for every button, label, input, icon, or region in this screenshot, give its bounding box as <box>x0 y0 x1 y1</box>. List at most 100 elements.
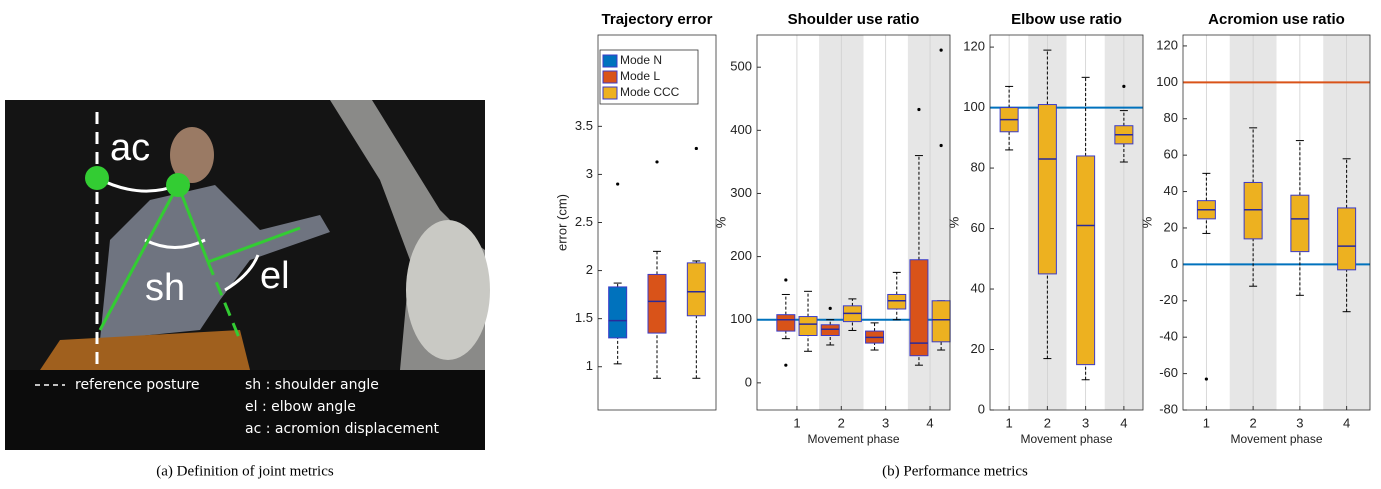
plot-frame <box>989 34 1144 411</box>
x-tick-label: 1 <box>1203 415 1210 430</box>
photo-legend: reference posture <box>75 377 199 393</box>
forearm-line <box>207 226 301 264</box>
y-tick-label: 40 <box>971 280 985 295</box>
y-axis-label: error (cm) <box>554 194 569 251</box>
y-tick-label: 0 <box>1171 256 1178 271</box>
box <box>931 300 951 343</box>
robot-base <box>406 220 490 360</box>
acromion-point <box>166 173 190 197</box>
outlier <box>828 306 832 310</box>
caption: (a) Definition of joint metrics <box>156 463 334 479</box>
photo-legend: sh : shoulder angle <box>245 377 379 393</box>
legend-label: Mode N <box>620 53 662 67</box>
legend-label: Mode L <box>620 69 660 83</box>
y-tick-label: 100 <box>1156 74 1178 89</box>
y-tick-label: 2 <box>586 262 593 277</box>
x-tick-label: 3 <box>882 415 889 430</box>
plot-frame <box>756 34 951 411</box>
outlier <box>939 143 943 148</box>
y-tick-label: 80 <box>971 160 985 175</box>
x-tick-label: 4 <box>1120 415 1127 430</box>
box <box>1037 104 1057 275</box>
box <box>647 273 667 334</box>
photo-legend-band <box>5 370 485 450</box>
x-tick-label: 2 <box>1044 415 1051 430</box>
plot-frame <box>1182 34 1371 411</box>
box <box>887 293 907 310</box>
y-axis-label: % <box>713 216 728 228</box>
box <box>1243 181 1263 240</box>
x-tick-label: 1 <box>1006 415 1013 430</box>
box <box>1337 207 1357 271</box>
box <box>608 286 628 339</box>
x-tick-label: 1 <box>793 415 800 430</box>
outlier <box>939 48 943 52</box>
x-tick-label: 4 <box>926 415 933 430</box>
box <box>820 324 840 337</box>
y-tick-label: 100 <box>963 99 985 114</box>
x-tick-label: 4 <box>1343 415 1350 430</box>
y-tick-label: 60 <box>1164 147 1178 162</box>
y-axis-label: % <box>946 216 961 228</box>
box <box>798 316 818 337</box>
y-tick-label: -80 <box>1159 401 1178 416</box>
outlier <box>1122 84 1126 89</box>
legend-swatch <box>602 70 618 84</box>
photo-legend: el : elbow angle <box>245 399 356 415</box>
x-tick-label: 3 <box>1082 415 1089 430</box>
photo-label: sh <box>145 267 185 309</box>
photo-label: ac <box>110 127 150 169</box>
el-arc <box>224 254 260 292</box>
trunk-line <box>98 184 180 331</box>
y-tick-label: 80 <box>1164 110 1178 125</box>
outlier <box>616 182 620 186</box>
outlier <box>1204 377 1208 381</box>
x-tick-label: 3 <box>1296 415 1303 430</box>
y-tick-label: 400 <box>730 122 752 137</box>
y-tick-label: 20 <box>971 341 985 356</box>
photo: ac sh el reference posture sh : shoulder… <box>5 100 490 450</box>
y-tick-label: 200 <box>730 248 752 263</box>
legs <box>40 330 250 370</box>
box <box>1290 194 1310 253</box>
reference-point <box>85 166 109 190</box>
caption: (b) Performance metrics <box>882 463 1028 479</box>
y-tick-label: 40 <box>1164 183 1178 198</box>
upper-arm-line <box>176 184 210 263</box>
outlier <box>784 363 788 367</box>
chart-title: Trajectory error <box>602 11 713 28</box>
photo-legend: ac : acromion displacement <box>245 421 439 437</box>
outlier <box>694 146 698 151</box>
y-tick-label: 500 <box>730 59 752 74</box>
outlier <box>784 278 788 282</box>
x-tick-label: 2 <box>838 415 845 430</box>
y-tick-label: 2.5 <box>575 214 593 229</box>
box <box>909 259 929 357</box>
x-axis-label: Movement phase <box>1020 432 1112 446</box>
legend-swatch <box>602 54 618 68</box>
x-axis-label: Movement phase <box>807 432 899 446</box>
box <box>1076 155 1096 366</box>
head <box>170 127 214 183</box>
y-tick-label: 1.5 <box>575 310 593 325</box>
chart-title: Shoulder use ratio <box>788 11 920 28</box>
x-axis-label: Movement phase <box>1230 432 1322 446</box>
y-tick-label: 0 <box>745 374 752 389</box>
photo-label: el <box>260 255 290 297</box>
y-tick-label: 20 <box>1164 219 1178 234</box>
y-tick-label: -40 <box>1159 329 1178 344</box>
y-tick-label: 60 <box>971 220 985 235</box>
arm-extension <box>206 261 242 341</box>
legend-label: Mode CCC <box>620 85 680 99</box>
plot-frame <box>597 34 717 411</box>
y-tick-label: 100 <box>730 311 752 326</box>
legend-swatch <box>602 86 618 100</box>
box <box>776 314 796 332</box>
y-axis-label: % <box>1139 216 1154 228</box>
y-tick-label: 120 <box>963 39 985 54</box>
y-tick-label: 120 <box>1156 37 1178 52</box>
x-tick-label: 2 <box>1250 415 1257 430</box>
chart-title: Acromion use ratio <box>1208 11 1345 28</box>
chart-title: Elbow use ratio <box>1011 11 1122 28</box>
